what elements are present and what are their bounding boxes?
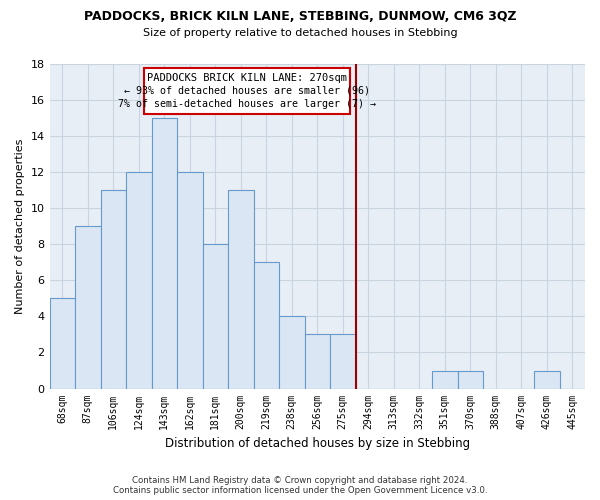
- Text: PADDOCKS, BRICK KILN LANE, STEBBING, DUNMOW, CM6 3QZ: PADDOCKS, BRICK KILN LANE, STEBBING, DUN…: [83, 10, 517, 23]
- Bar: [432, 370, 458, 388]
- Bar: [152, 118, 177, 388]
- Bar: [534, 370, 560, 388]
- Y-axis label: Number of detached properties: Number of detached properties: [15, 138, 25, 314]
- Bar: [228, 190, 254, 388]
- Bar: [279, 316, 305, 388]
- Text: 7% of semi-detached houses are larger (7) →: 7% of semi-detached houses are larger (7…: [118, 99, 376, 109]
- Bar: [458, 370, 483, 388]
- Text: PADDOCKS BRICK KILN LANE: 270sqm: PADDOCKS BRICK KILN LANE: 270sqm: [147, 73, 347, 83]
- FancyBboxPatch shape: [144, 68, 350, 114]
- Bar: [177, 172, 203, 388]
- Bar: [75, 226, 101, 388]
- Bar: [101, 190, 126, 388]
- Bar: [305, 334, 330, 388]
- X-axis label: Distribution of detached houses by size in Stebbing: Distribution of detached houses by size …: [165, 437, 470, 450]
- Bar: [50, 298, 75, 388]
- Text: Contains HM Land Registry data © Crown copyright and database right 2024.
Contai: Contains HM Land Registry data © Crown c…: [113, 476, 487, 495]
- Bar: [330, 334, 356, 388]
- Text: ← 93% of detached houses are smaller (96): ← 93% of detached houses are smaller (96…: [124, 86, 370, 96]
- Bar: [126, 172, 152, 388]
- Bar: [203, 244, 228, 388]
- Bar: [254, 262, 279, 388]
- Text: Size of property relative to detached houses in Stebbing: Size of property relative to detached ho…: [143, 28, 457, 38]
